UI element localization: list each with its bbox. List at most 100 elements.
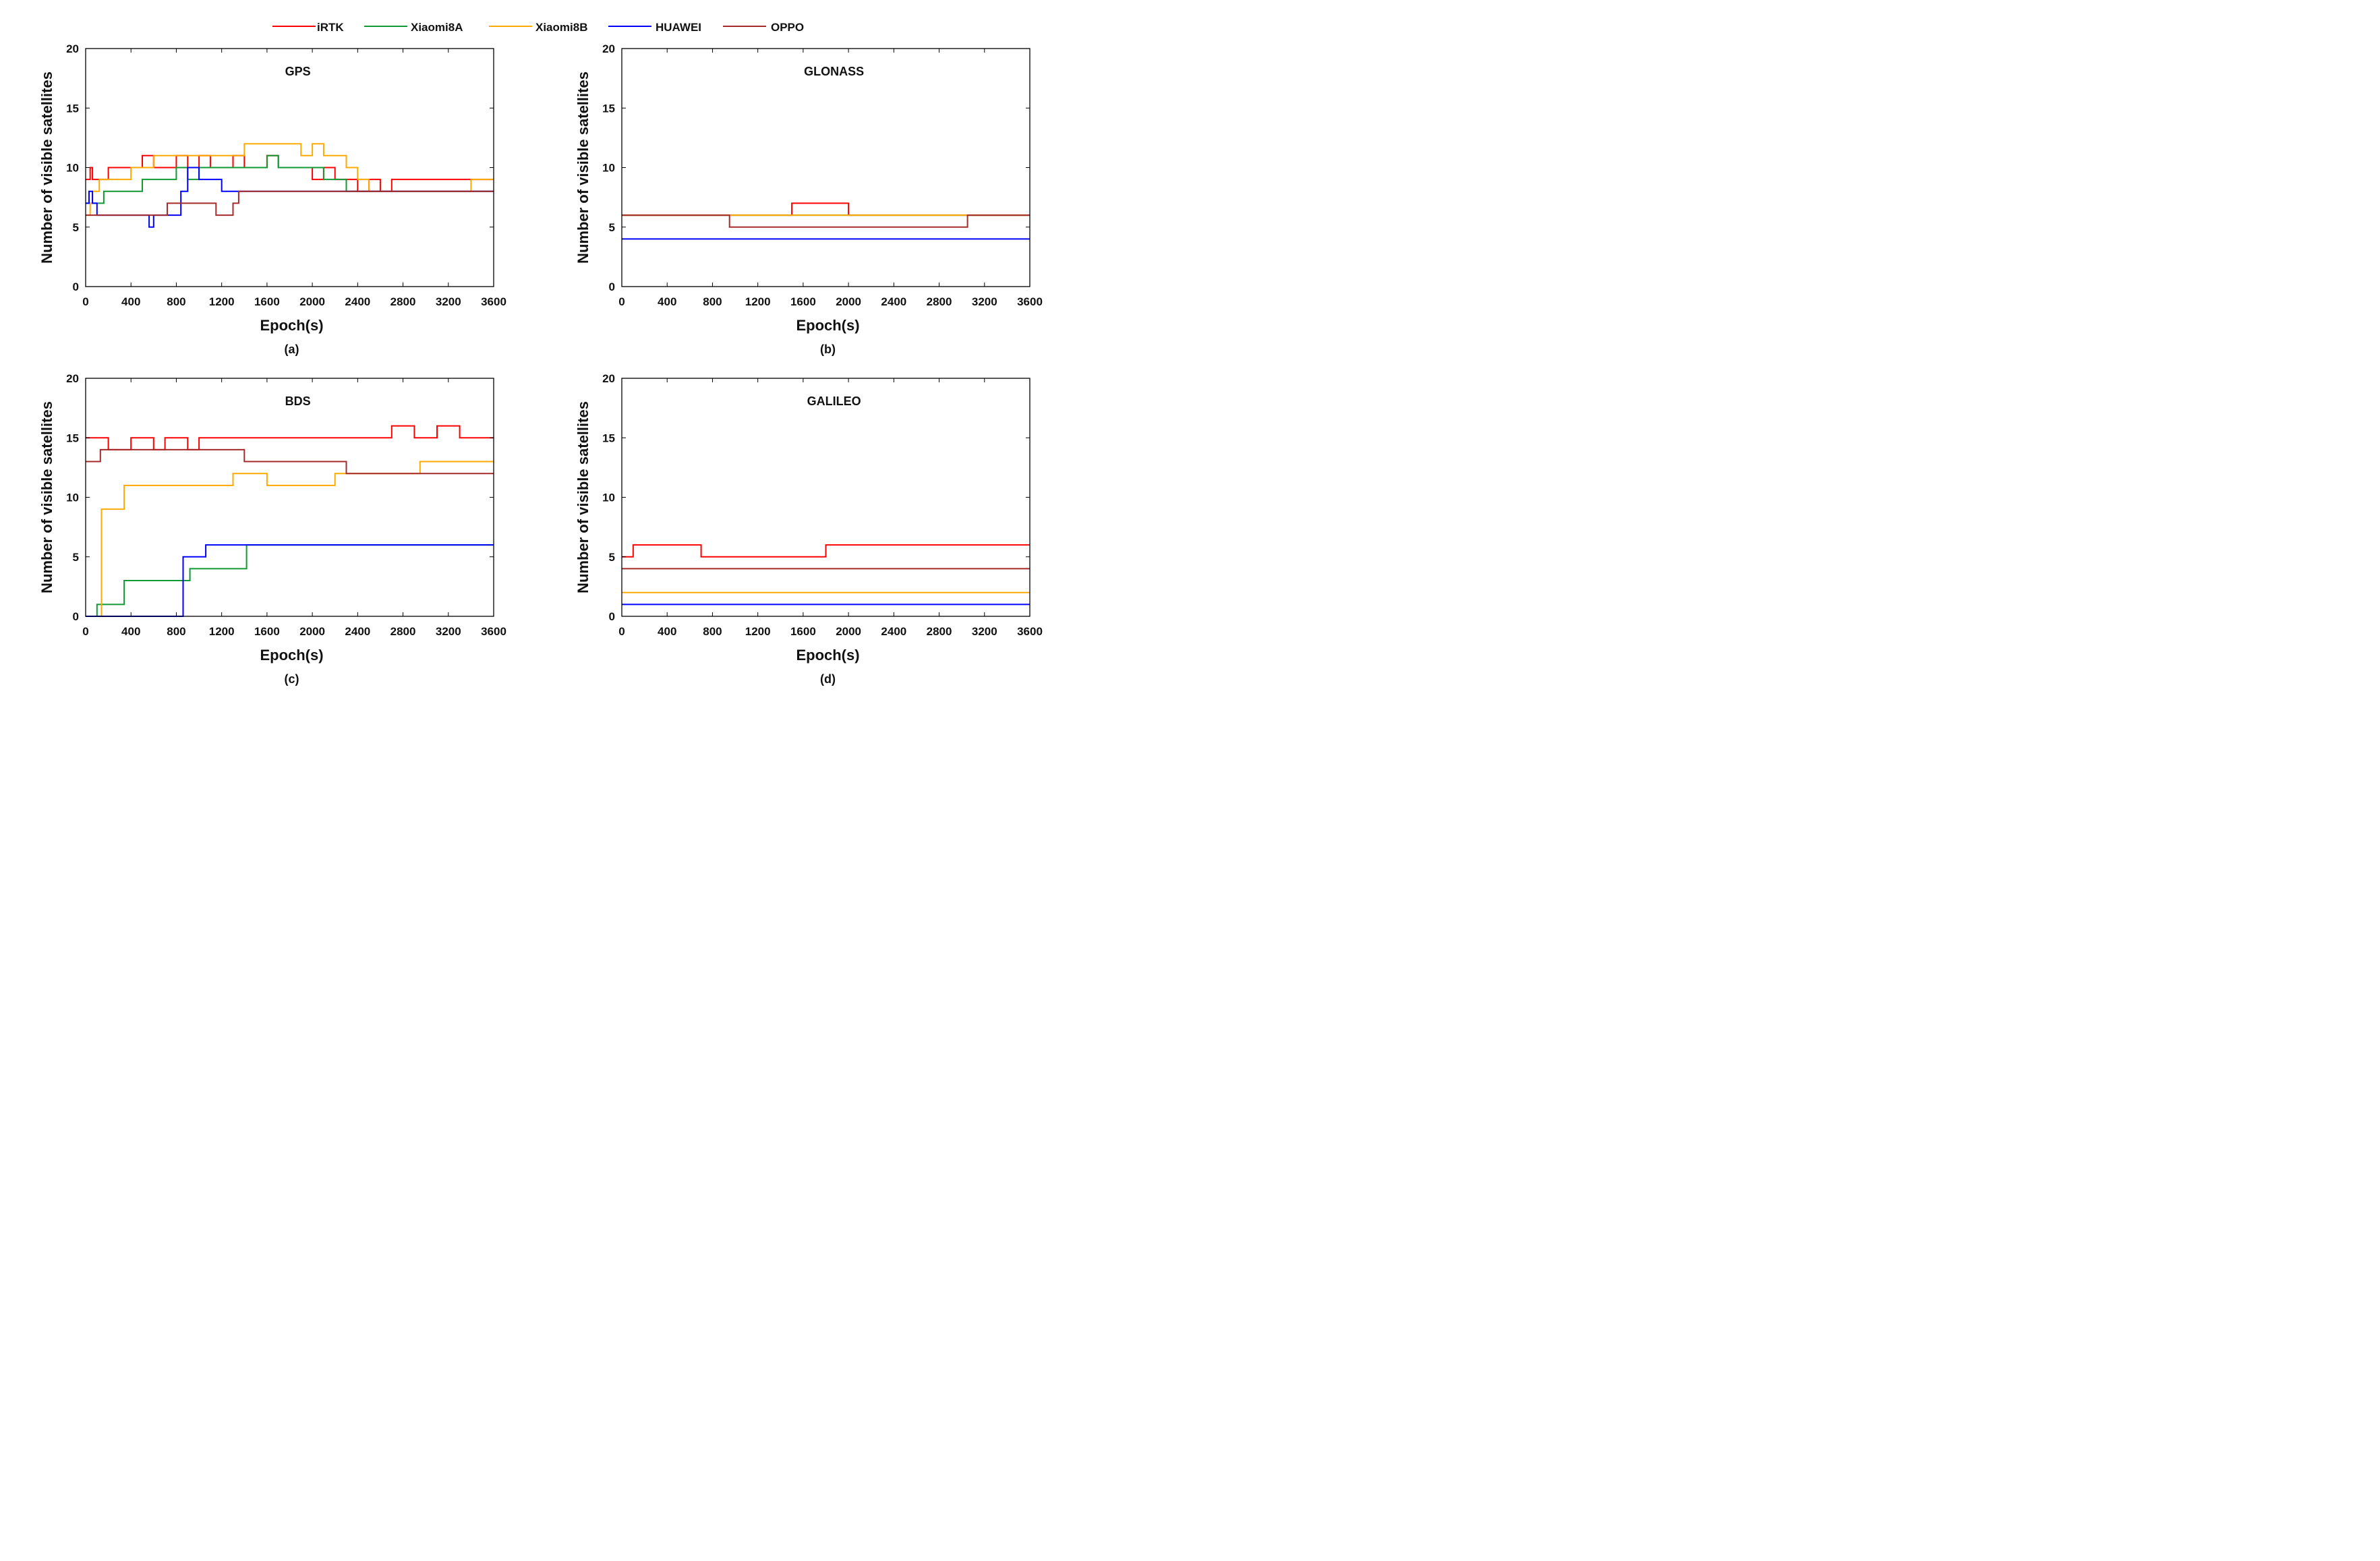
x-tick-label: 2000	[836, 295, 861, 308]
y-tick-label: 10	[602, 162, 615, 175]
y-axis-label: Number of visible satellites	[38, 401, 55, 593]
y-tick-label: 0	[609, 281, 615, 293]
x-tick-label: 1600	[790, 295, 816, 308]
legend-item-irtk: iRTK	[272, 21, 344, 34]
x-tick-label: 3600	[1017, 625, 1043, 638]
y-tick-label: 10	[602, 492, 615, 504]
y-axis-label: Number of visible satellites	[575, 401, 591, 593]
panel-gps: 0 400 800 1200 1600 2000 2400 2800 3200 3600 0 5 10 1…	[38, 42, 506, 356]
x-tick-label: 2800	[927, 625, 952, 638]
y-tick-label: 0	[73, 610, 79, 623]
y-tick-label: 10	[66, 492, 79, 504]
x-tick-label: 400	[121, 295, 140, 308]
y-tick-label: 0	[609, 610, 615, 623]
y-tick-label: 5	[73, 551, 79, 564]
y-tick-label: 15	[66, 102, 79, 115]
x-tick-label: 3600	[1017, 295, 1043, 308]
plot-area	[622, 378, 1030, 616]
x-tick-label: 2800	[927, 295, 952, 308]
y-tick-label: 5	[609, 551, 615, 564]
panel-bds: 0 400 800 1200 1600 2000 2400 2800 3200 3600 0 5 10 1…	[38, 372, 506, 686]
legend-label: iRTK	[317, 21, 344, 34]
x-tick-label: 0	[82, 625, 88, 638]
panel-galileo: 0 400 800 1200 1600 2000 2400 2800 3200 3600 0 5 10 1…	[575, 372, 1043, 686]
x-tick-label: 1200	[745, 295, 771, 308]
y-axis-label: Number of visible satellites	[38, 71, 55, 264]
x-tick-label: 0	[618, 295, 625, 308]
legend-item-oppo: OPPO	[723, 21, 804, 34]
series-line-oppo	[86, 448, 494, 475]
series-group	[622, 544, 1030, 606]
panel-caption: (d)	[820, 672, 836, 686]
plot-area	[86, 378, 494, 616]
x-axis-label: Epoch(s)	[260, 317, 323, 334]
x-tick-label: 2000	[299, 295, 325, 308]
legend-label: Xiaomi8B	[535, 21, 587, 34]
series-line-xiaomi8a	[86, 544, 494, 617]
x-tick-label: 3600	[481, 625, 506, 638]
y-tick-label: 15	[602, 432, 615, 444]
x-tick-label: 2800	[390, 295, 416, 308]
y-tick-label: 20	[66, 42, 79, 55]
chart-title: GPS	[285, 65, 311, 78]
x-axis-label: Epoch(s)	[796, 647, 859, 664]
x-tick-label: 2000	[836, 625, 861, 638]
x-tick-label: 400	[658, 295, 676, 308]
x-tick-label: 0	[618, 625, 625, 638]
x-tick-label: 1600	[254, 295, 280, 308]
x-tick-label: 800	[167, 625, 185, 638]
x-tick-label: 2400	[345, 625, 370, 638]
y-tick-label: 5	[609, 221, 615, 234]
series-line-irtk	[86, 425, 494, 450]
panel-caption: (b)	[820, 343, 836, 356]
x-tick-label: 400	[658, 625, 676, 638]
x-tick-label: 800	[703, 625, 722, 638]
x-tick-label: 800	[167, 295, 185, 308]
x-tick-label: 0	[82, 295, 88, 308]
x-axis-label: Epoch(s)	[796, 317, 859, 334]
y-tick-label: 15	[602, 102, 615, 115]
x-tick-label: 400	[121, 625, 140, 638]
legend-item-xiaomi8b: Xiaomi8B	[489, 21, 587, 34]
plot-area	[622, 49, 1030, 287]
x-tick-label: 3200	[436, 295, 461, 308]
series-group	[86, 143, 494, 228]
y-tick-label: 10	[66, 162, 79, 175]
x-tick-label: 1200	[209, 295, 235, 308]
x-tick-label: 2400	[345, 295, 370, 308]
chart-title: GALILEO	[807, 394, 861, 408]
series-line-oppo	[86, 190, 494, 216]
x-tick-label: 2400	[881, 625, 906, 638]
x-tick-label: 2800	[390, 625, 416, 638]
x-tick-label: 2000	[299, 625, 325, 638]
x-tick-label: 3200	[972, 295, 997, 308]
legend-label: HUAWEI	[656, 21, 701, 34]
x-tick-label: 1200	[209, 625, 235, 638]
legend-item-huawei: HUAWEI	[608, 21, 701, 34]
y-tick-label: 15	[66, 432, 79, 444]
x-tick-label: 3200	[436, 625, 461, 638]
x-tick-label: 1200	[745, 625, 771, 638]
x-tick-label: 2400	[881, 295, 906, 308]
legend: iRTK Xiaomi8A Xiaomi8B HUAWEI OPPO	[272, 21, 804, 34]
x-tick-label: 3200	[972, 625, 997, 638]
panel-caption: (c)	[285, 672, 299, 686]
chart-panels: 0 400 800 1200 1600 2000 2400 2800 3200 360005101…	[38, 42, 1043, 686]
legend-label: Xiaomi8A	[411, 21, 463, 34]
figure: iRTK Xiaomi8A Xiaomi8B HUAWEI OPPO 0 400 800 12…	[38, 21, 1043, 686]
y-tick-label: 20	[66, 372, 79, 385]
y-tick-label: 20	[602, 42, 615, 55]
panel-caption: (a)	[285, 343, 299, 356]
legend-label: OPPO	[771, 21, 804, 34]
y-tick-label: 0	[73, 281, 79, 293]
y-tick-label: 5	[73, 221, 79, 234]
chart-title: BDS	[285, 394, 311, 408]
y-axis-label: Number of visible satellites	[575, 71, 591, 264]
series-line-oppo	[622, 214, 1030, 228]
y-tick-label: 20	[602, 372, 615, 385]
series-group	[622, 202, 1030, 240]
legend-item-xiaomi8a: Xiaomi8A	[364, 21, 463, 34]
x-tick-label: 1600	[790, 625, 816, 638]
chart-title: GLONASS	[804, 65, 864, 78]
series-line-irtk	[622, 544, 1030, 558]
